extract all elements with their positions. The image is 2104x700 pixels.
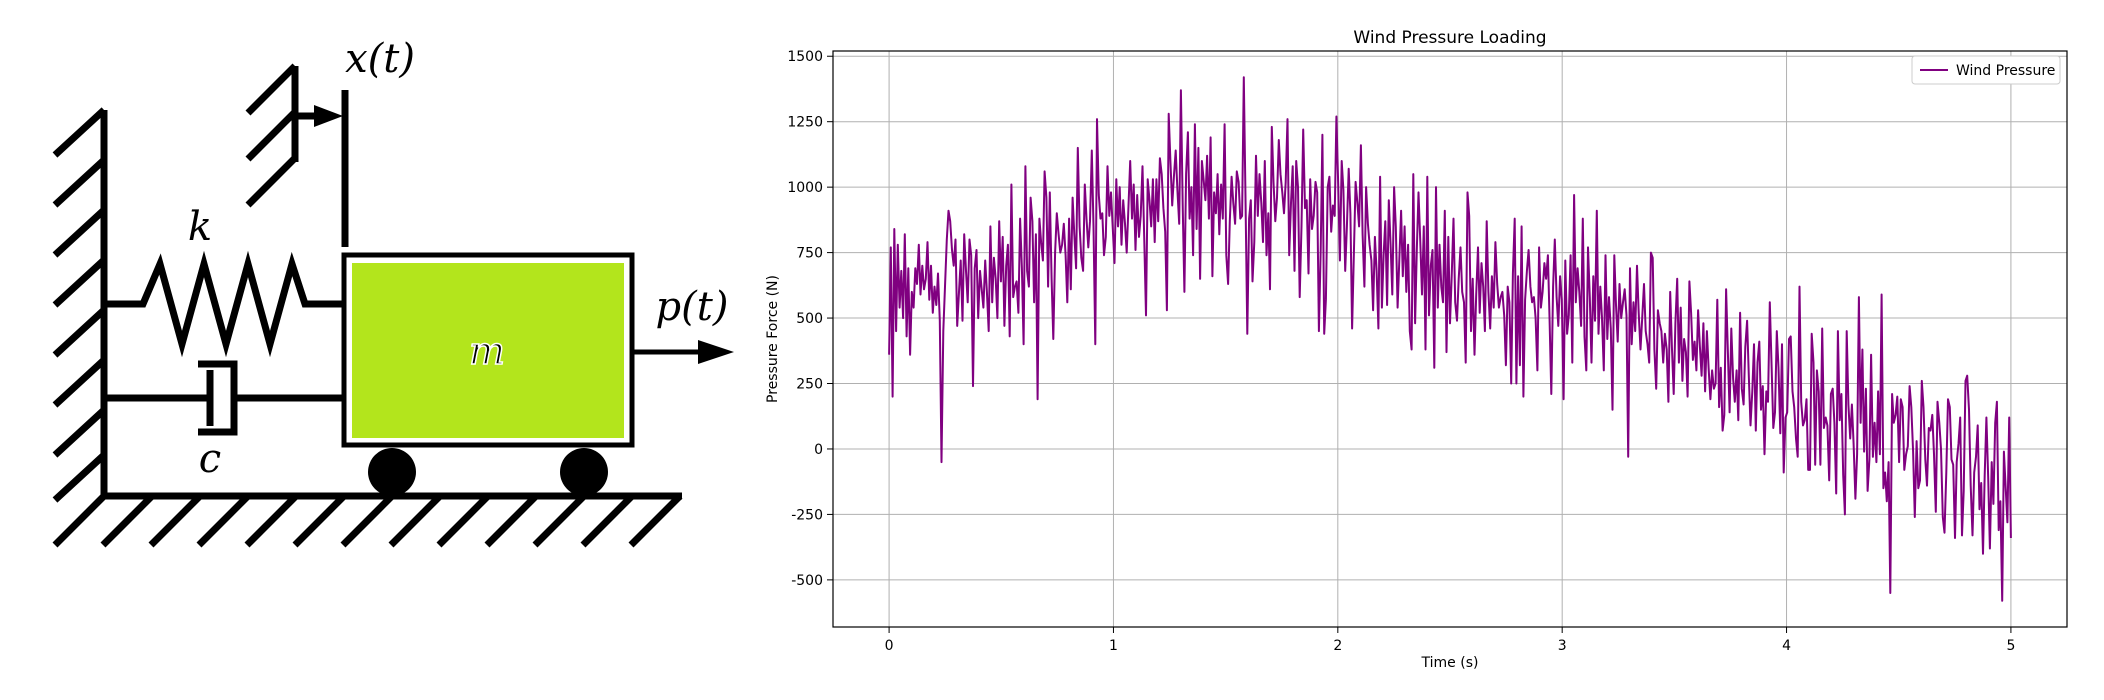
legend-label: Wind Pressure [1956,63,2055,79]
displacement-label: x(t) [345,36,415,82]
wheel-left [368,448,416,496]
damper-label: c [199,436,221,482]
x-tick-label: 0 [885,638,894,654]
ground [52,492,683,548]
reference-wall [245,63,299,208]
legend: Wind Pressure [1911,55,2061,85]
x-tick-label: 2 [1333,638,1342,654]
plot-frame [832,50,2068,628]
y-tick-label: -250 [791,507,823,523]
y-tick-label: -500 [791,573,823,589]
x-tick-label: 4 [1782,638,1791,654]
legend-box [1911,55,2061,85]
chart-title: Wind Pressure Loading [1353,28,1546,48]
y-tick-label: 250 [796,377,823,393]
force-arrowhead [698,340,734,364]
y-tick-label: 500 [796,311,823,327]
mass-spring-damper-diagram [52,63,734,548]
force-label: p(t) [656,284,729,330]
y-tick-label: 1000 [787,180,823,196]
axis-ticks: 0 1 2 3 4 5 -500 -250 0 250 500 750 1000 1250 1500 [787,49,2015,654]
mass-label: m [469,329,505,373]
damper [104,360,344,436]
mass-fill [352,263,624,438]
x-axis-label: Time (s) [1421,655,1479,671]
y-tick-label: 1250 [787,115,823,131]
x-tick-label: 3 [1558,638,1567,654]
series-line-wind-pressure [888,76,2012,602]
x-tick-label: 5 [2006,638,2015,654]
wheel-right [560,448,608,496]
x-tick-label: 1 [1109,638,1118,654]
spring [104,250,344,358]
y-axis-label: Pressure Force (N) [765,275,781,403]
y-tick-label: 0 [814,442,823,458]
y-tick-label: 1500 [787,49,823,65]
wind-pressure-chart: 0 1 2 3 4 5 -500 -250 0 250 500 750 1000 1250 1500 Win… [765,28,2068,671]
spring-label: k [188,204,212,250]
displacement-arrowhead [314,105,343,127]
left-wall [52,107,108,503]
y-tick-label: 750 [796,246,823,262]
